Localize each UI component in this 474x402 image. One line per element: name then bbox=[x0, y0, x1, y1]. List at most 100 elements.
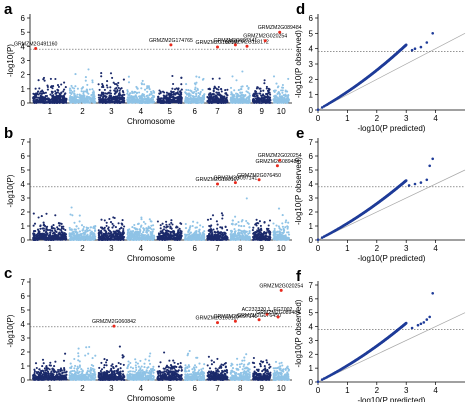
snp-point bbox=[61, 238, 64, 241]
gene-label: GRMZM2G491160 bbox=[14, 41, 58, 47]
snp-point bbox=[176, 95, 180, 99]
snp-point bbox=[256, 86, 259, 89]
snp-point bbox=[211, 214, 215, 217]
snp-point bbox=[137, 234, 141, 237]
snp-point bbox=[101, 100, 104, 103]
snp-point bbox=[145, 231, 149, 234]
snp-point bbox=[86, 91, 89, 94]
snp-point bbox=[260, 99, 263, 103]
snp-point bbox=[195, 75, 198, 78]
snp-point bbox=[188, 236, 191, 239]
snp-point bbox=[209, 228, 213, 231]
snp-point bbox=[246, 221, 249, 224]
snp-point bbox=[221, 95, 224, 98]
snp-point bbox=[219, 95, 222, 98]
snp-point bbox=[57, 222, 60, 225]
snp-point bbox=[73, 92, 76, 95]
snp-point bbox=[61, 97, 64, 100]
snp-point bbox=[131, 226, 134, 229]
snp-point bbox=[140, 238, 143, 241]
snp-point bbox=[188, 233, 191, 236]
snp-point bbox=[109, 238, 113, 241]
snp-point bbox=[145, 235, 148, 238]
snp-point bbox=[257, 227, 260, 230]
snp-point bbox=[213, 230, 216, 234]
snp-point bbox=[184, 101, 187, 104]
snp-point bbox=[210, 237, 214, 240]
snp-point bbox=[211, 77, 214, 80]
chromosome-tick-label: 3 bbox=[109, 107, 114, 116]
snp-point bbox=[49, 361, 52, 364]
snp-point bbox=[82, 236, 85, 239]
snp-point bbox=[102, 91, 105, 94]
snp-point bbox=[111, 235, 114, 238]
snp-point bbox=[215, 96, 219, 99]
snp-point bbox=[233, 228, 236, 231]
snp-point bbox=[91, 79, 94, 82]
snp-point bbox=[175, 91, 178, 95]
snp-point bbox=[260, 229, 263, 232]
snp-point bbox=[103, 98, 107, 101]
snp-point bbox=[221, 238, 224, 241]
snp-point bbox=[262, 89, 265, 92]
snp-point bbox=[161, 232, 164, 235]
snp-point bbox=[263, 82, 266, 85]
snp-point bbox=[86, 96, 89, 99]
snp-point bbox=[166, 101, 169, 104]
snp-point bbox=[268, 88, 271, 91]
snp-point bbox=[168, 93, 171, 96]
snp-point bbox=[153, 91, 156, 94]
snp-point bbox=[196, 221, 199, 224]
snp-point bbox=[175, 226, 178, 229]
snp-point bbox=[45, 212, 48, 215]
snp-point bbox=[184, 227, 188, 230]
snp-point bbox=[43, 97, 47, 101]
snp-point bbox=[90, 94, 93, 97]
snp-point bbox=[240, 225, 243, 228]
snp-point bbox=[268, 230, 272, 233]
snp-point bbox=[37, 79, 40, 82]
snp-point bbox=[84, 76, 87, 79]
snp-point bbox=[167, 93, 170, 96]
snp-point bbox=[269, 98, 272, 102]
y-tick-label: 5 bbox=[21, 166, 26, 175]
snp-point bbox=[100, 92, 103, 95]
snp-point bbox=[133, 98, 136, 101]
snp-point bbox=[117, 86, 120, 89]
snp-point bbox=[126, 237, 129, 241]
snp-point bbox=[248, 230, 251, 233]
snp-point bbox=[161, 229, 164, 232]
snp-point bbox=[40, 215, 43, 218]
snp-point bbox=[60, 95, 63, 98]
chromosome-tick-label: 3 bbox=[109, 244, 114, 253]
snp-point bbox=[137, 95, 141, 98]
snp-point bbox=[151, 236, 154, 239]
snp-point bbox=[46, 88, 49, 91]
panel-letter: a bbox=[4, 1, 13, 18]
snp-point bbox=[192, 233, 195, 236]
snp-point bbox=[129, 92, 132, 95]
y-tick-label: 0 bbox=[21, 99, 26, 108]
snp-point bbox=[52, 95, 55, 98]
snp-point bbox=[164, 234, 167, 237]
snp-point bbox=[232, 96, 235, 99]
snp-point bbox=[37, 236, 40, 239]
snp-point bbox=[49, 238, 52, 241]
snp-point bbox=[64, 86, 67, 89]
snp-point bbox=[98, 101, 101, 104]
chromosome-tick-label: 7 bbox=[215, 244, 220, 253]
snp-point bbox=[284, 100, 287, 104]
gene-label: GRMZM2G076450 bbox=[237, 173, 281, 179]
snp-point bbox=[193, 82, 196, 85]
snp-point bbox=[37, 90, 40, 93]
y-tick-label: 2 bbox=[21, 208, 26, 217]
snp-point bbox=[222, 96, 226, 100]
snp-point bbox=[194, 86, 197, 89]
snp-point bbox=[135, 95, 138, 98]
snp-point bbox=[280, 89, 283, 92]
snp-point bbox=[133, 101, 136, 104]
snp-point bbox=[106, 86, 109, 89]
snp-point bbox=[193, 88, 197, 91]
snp-point bbox=[39, 99, 42, 102]
snp-point bbox=[106, 236, 109, 240]
